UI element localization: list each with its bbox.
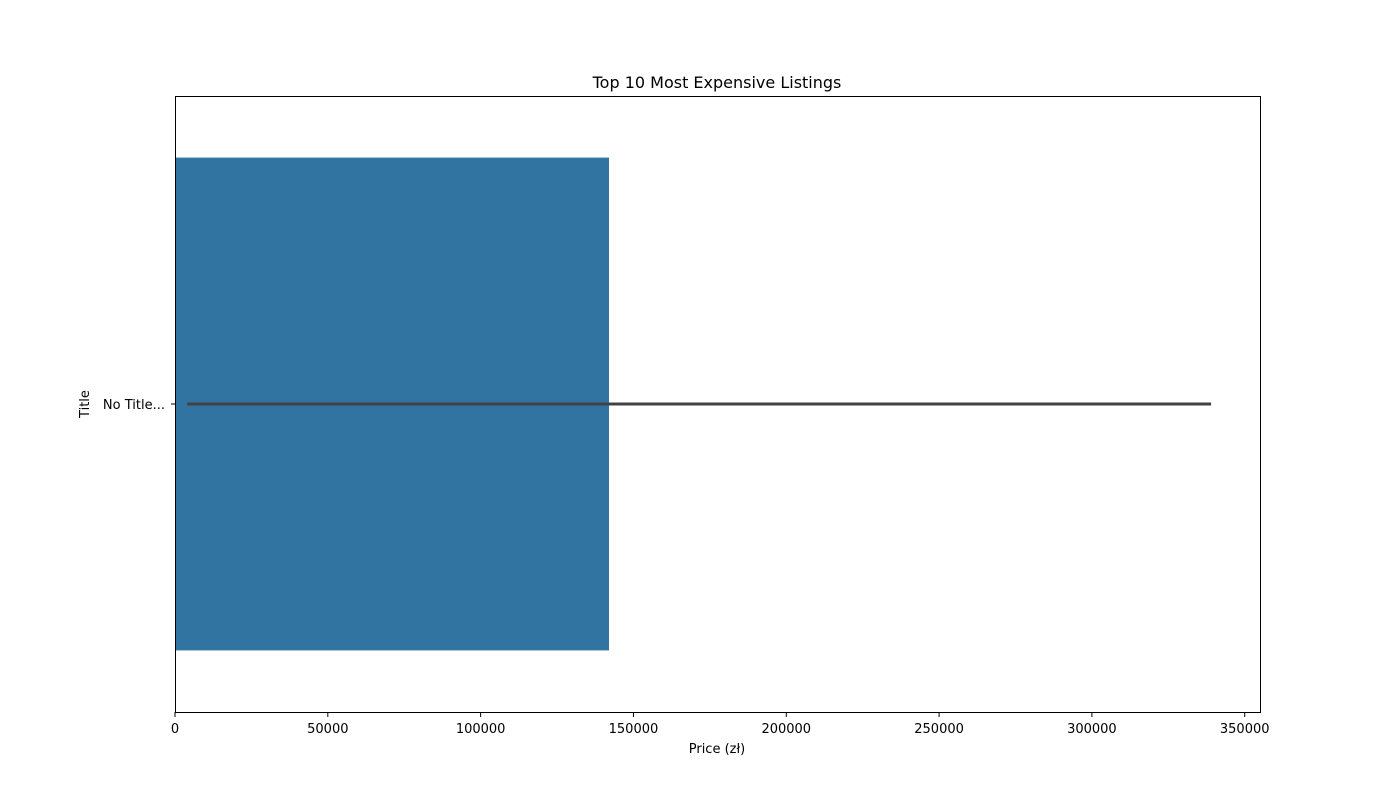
x-tick-label: 300000 xyxy=(1067,722,1117,737)
x-axis-label: Price (zł) xyxy=(689,742,746,757)
plot-area xyxy=(175,96,1261,713)
x-tick-label: 0 xyxy=(171,722,179,737)
x-tick-label: 350000 xyxy=(1220,722,1270,737)
axes-frame xyxy=(175,96,1261,713)
x-tick-label: 200000 xyxy=(761,722,811,737)
y-axis-label: Title xyxy=(78,390,93,419)
x-tick-label: 50000 xyxy=(307,722,348,737)
x-axis-ticks: 0 50000 100000 150000 200000 250000 300000 3500… xyxy=(171,712,1270,737)
chart-title: Top 10 Most Expensive Listings xyxy=(592,73,842,92)
x-tick-label: 100000 xyxy=(456,722,506,737)
y-axis-ticks: No Title... xyxy=(103,398,175,413)
y-tick-label: No Title... xyxy=(103,398,165,413)
x-tick-label: 250000 xyxy=(914,722,964,737)
x-tick-label: 150000 xyxy=(609,722,659,737)
